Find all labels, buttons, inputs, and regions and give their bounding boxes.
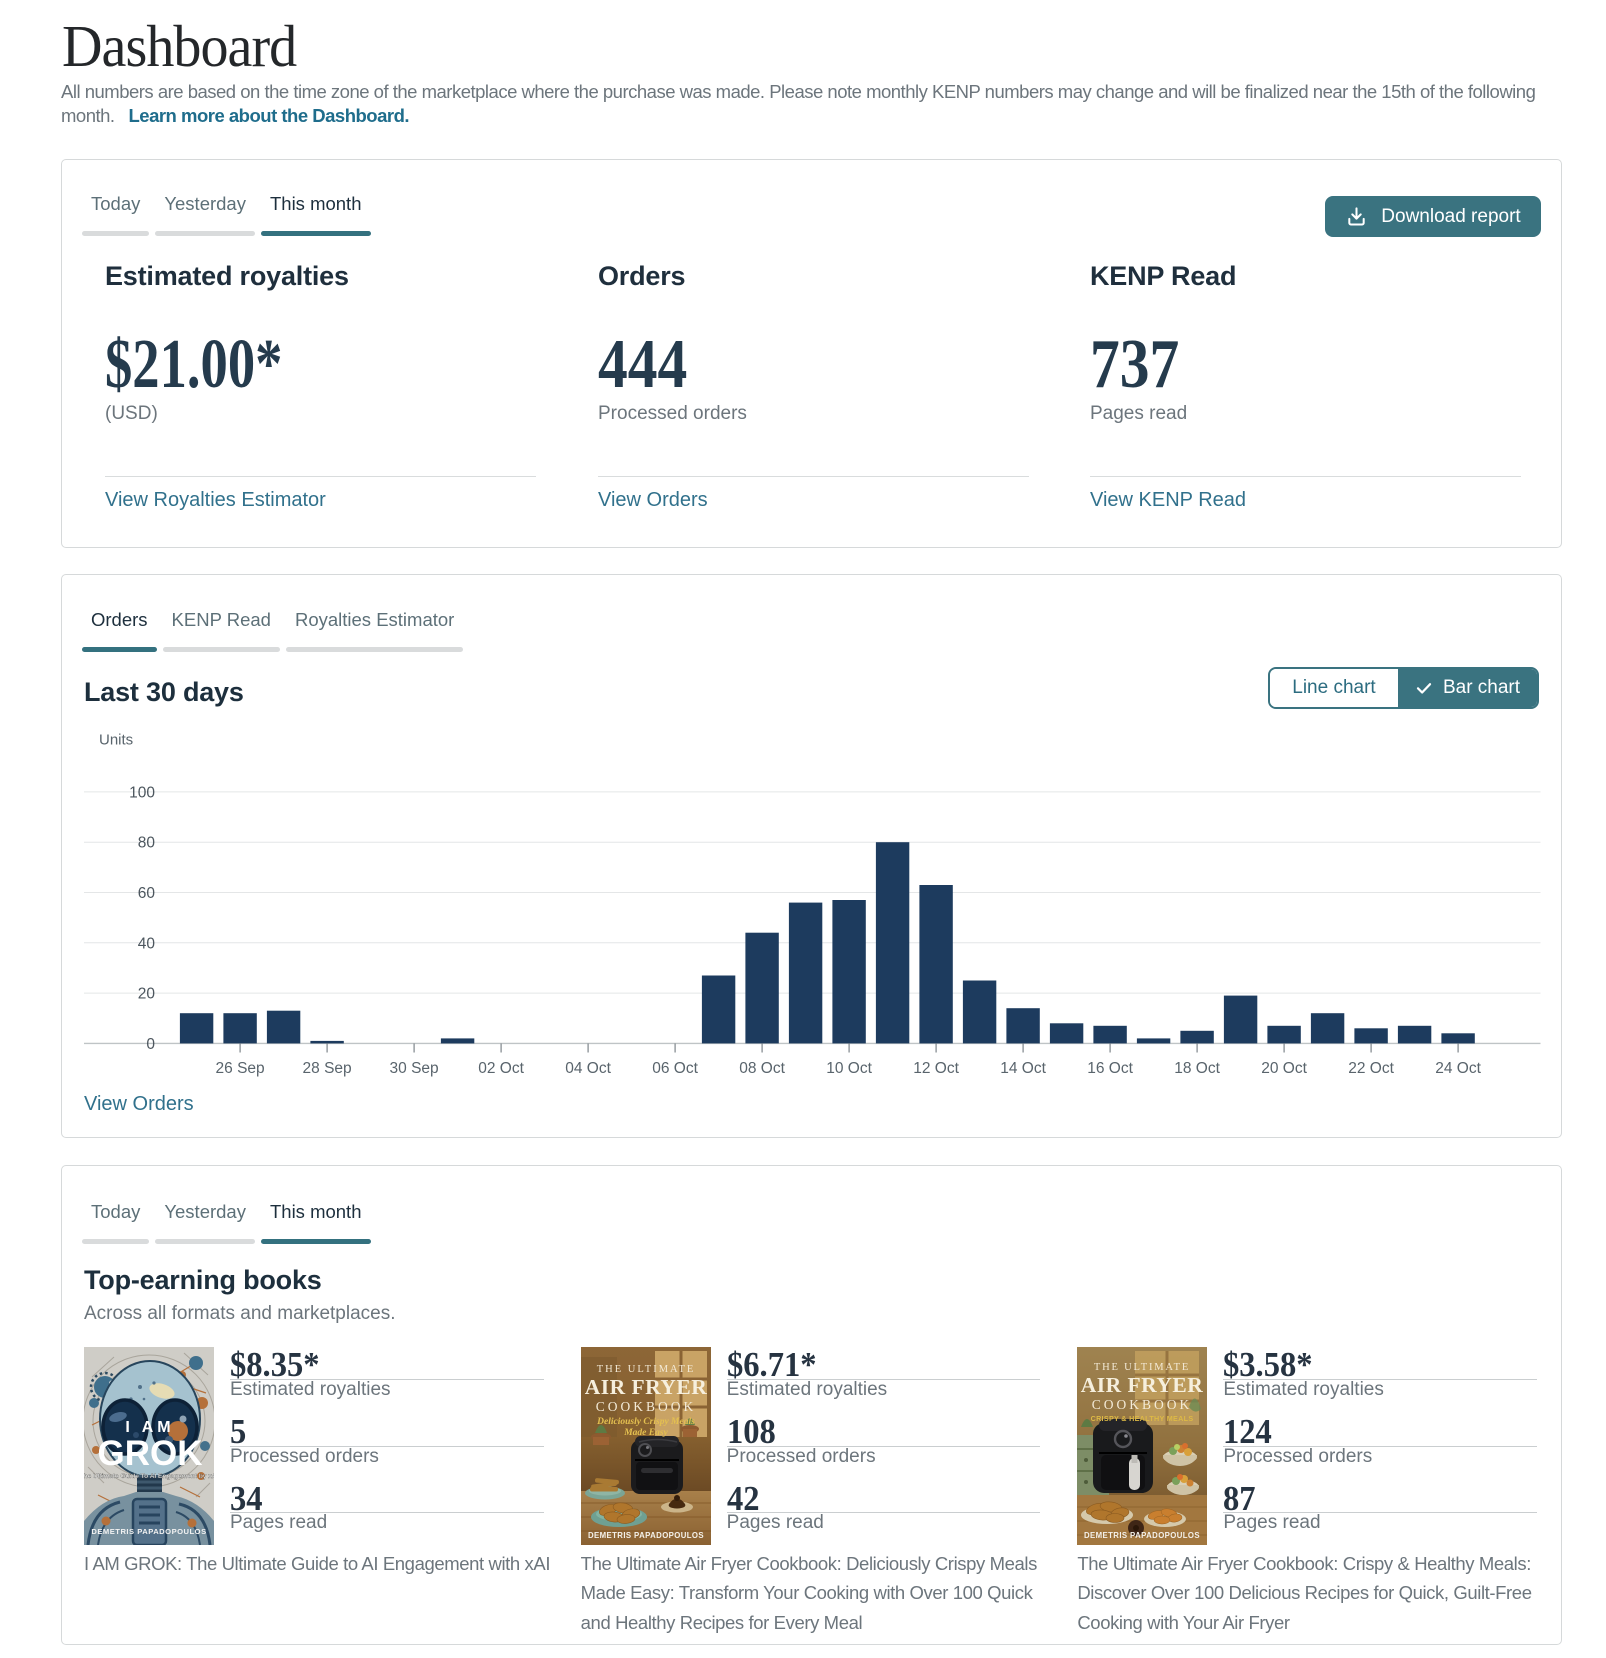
svg-text:10 Oct: 10 Oct xyxy=(826,1060,872,1077)
svg-text:02 Oct: 02 Oct xyxy=(478,1060,524,1077)
svg-text:80: 80 xyxy=(138,835,156,852)
svg-text:16 Oct: 16 Oct xyxy=(1087,1060,1133,1077)
svg-text:18 Oct: 18 Oct xyxy=(1174,1060,1220,1077)
svg-text:COOKBOOK: COOKBOOK xyxy=(595,1399,696,1414)
svg-text:AIR FRYER: AIR FRYER xyxy=(1081,1373,1204,1397)
svg-text:Deliciously Crispy Meals: Deliciously Crispy Meals xyxy=(596,1417,695,1427)
svg-text:60: 60 xyxy=(138,885,156,902)
svg-text:GROK: GROK xyxy=(98,1434,203,1473)
svg-text:Made Easy: Made Easy xyxy=(623,1428,668,1438)
svg-text:20: 20 xyxy=(138,986,156,1003)
svg-text:20 Oct: 20 Oct xyxy=(1261,1060,1307,1077)
svg-text:THE ULTIMATE: THE ULTIMATE xyxy=(596,1364,695,1375)
svg-text:THE ULTIMATE: THE ULTIMATE xyxy=(1094,1362,1190,1373)
svg-text:DEMETRIS PAPADOPOULOS: DEMETRIS PAPADOPOULOS xyxy=(91,1527,206,1536)
svg-text:CRISPY & HEALTHY MEALS: CRISPY & HEALTHY MEALS xyxy=(1091,1414,1194,1423)
svg-text:I AM: I AM xyxy=(125,1419,174,1436)
svg-text:Units: Units xyxy=(99,732,133,749)
svg-text:28 Sep: 28 Sep xyxy=(303,1060,352,1077)
svg-text:DEMETRIS PAPADOPOULOS: DEMETRIS PAPADOPOULOS xyxy=(588,1531,704,1540)
svg-text:AIR FRYER: AIR FRYER xyxy=(584,1375,707,1399)
svg-text:04 Oct: 04 Oct xyxy=(565,1060,611,1077)
svg-text:24 Oct: 24 Oct xyxy=(1435,1060,1481,1077)
svg-text:100: 100 xyxy=(129,784,155,801)
svg-text:06 Oct: 06 Oct xyxy=(652,1060,698,1077)
svg-text:The Ultimate Guide To AI Engag: The Ultimate Guide To AI Engagement by x… xyxy=(84,1473,214,1480)
svg-text:40: 40 xyxy=(138,935,156,952)
svg-text:12 Oct: 12 Oct xyxy=(913,1060,959,1077)
svg-text:DEMETRIS PAPADOPOULOS: DEMETRIS PAPADOPOULOS xyxy=(1084,1531,1200,1540)
svg-text:26 Sep: 26 Sep xyxy=(216,1060,265,1077)
svg-text:COOKBOOK: COOKBOOK xyxy=(1092,1397,1193,1412)
svg-text:0: 0 xyxy=(146,1036,155,1053)
svg-text:08 Oct: 08 Oct xyxy=(739,1060,785,1077)
svg-text:22 Oct: 22 Oct xyxy=(1348,1060,1394,1077)
svg-text:14 Oct: 14 Oct xyxy=(1000,1060,1046,1077)
svg-text:30 Sep: 30 Sep xyxy=(390,1060,439,1077)
